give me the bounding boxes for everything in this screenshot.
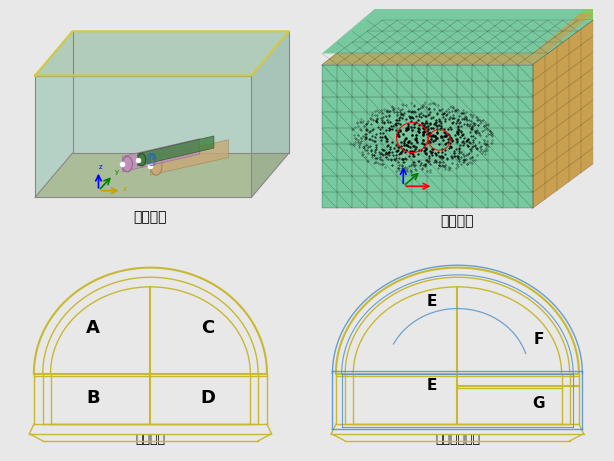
Polygon shape [138,136,214,166]
Text: y: y [114,169,119,175]
Text: x: x [123,186,127,192]
Polygon shape [35,31,289,76]
Ellipse shape [122,156,133,172]
Polygon shape [322,3,593,53]
Ellipse shape [150,158,162,175]
Polygon shape [35,76,252,197]
Polygon shape [252,31,289,197]
Polygon shape [150,140,228,175]
Polygon shape [35,153,289,197]
Text: A: A [86,319,99,337]
Text: F: F [533,332,543,347]
Text: D: D [201,389,216,407]
Polygon shape [322,14,593,65]
Polygon shape [382,0,593,20]
Text: 新建隧道: 新建隧道 [136,433,165,446]
Text: B: B [86,389,99,407]
Text: 几何模型: 几何模型 [134,210,167,224]
Text: 数值模型: 数值模型 [441,214,474,228]
Polygon shape [322,20,593,65]
Text: G: G [532,396,545,411]
Polygon shape [322,65,533,208]
Polygon shape [533,20,593,208]
Ellipse shape [138,154,146,166]
Text: E: E [427,294,437,309]
Text: 既有扩建隧道: 既有扩建隧道 [435,433,480,446]
Polygon shape [122,139,200,172]
Text: z: z [98,164,102,170]
Text: C: C [201,319,215,337]
Text: E: E [427,378,437,393]
